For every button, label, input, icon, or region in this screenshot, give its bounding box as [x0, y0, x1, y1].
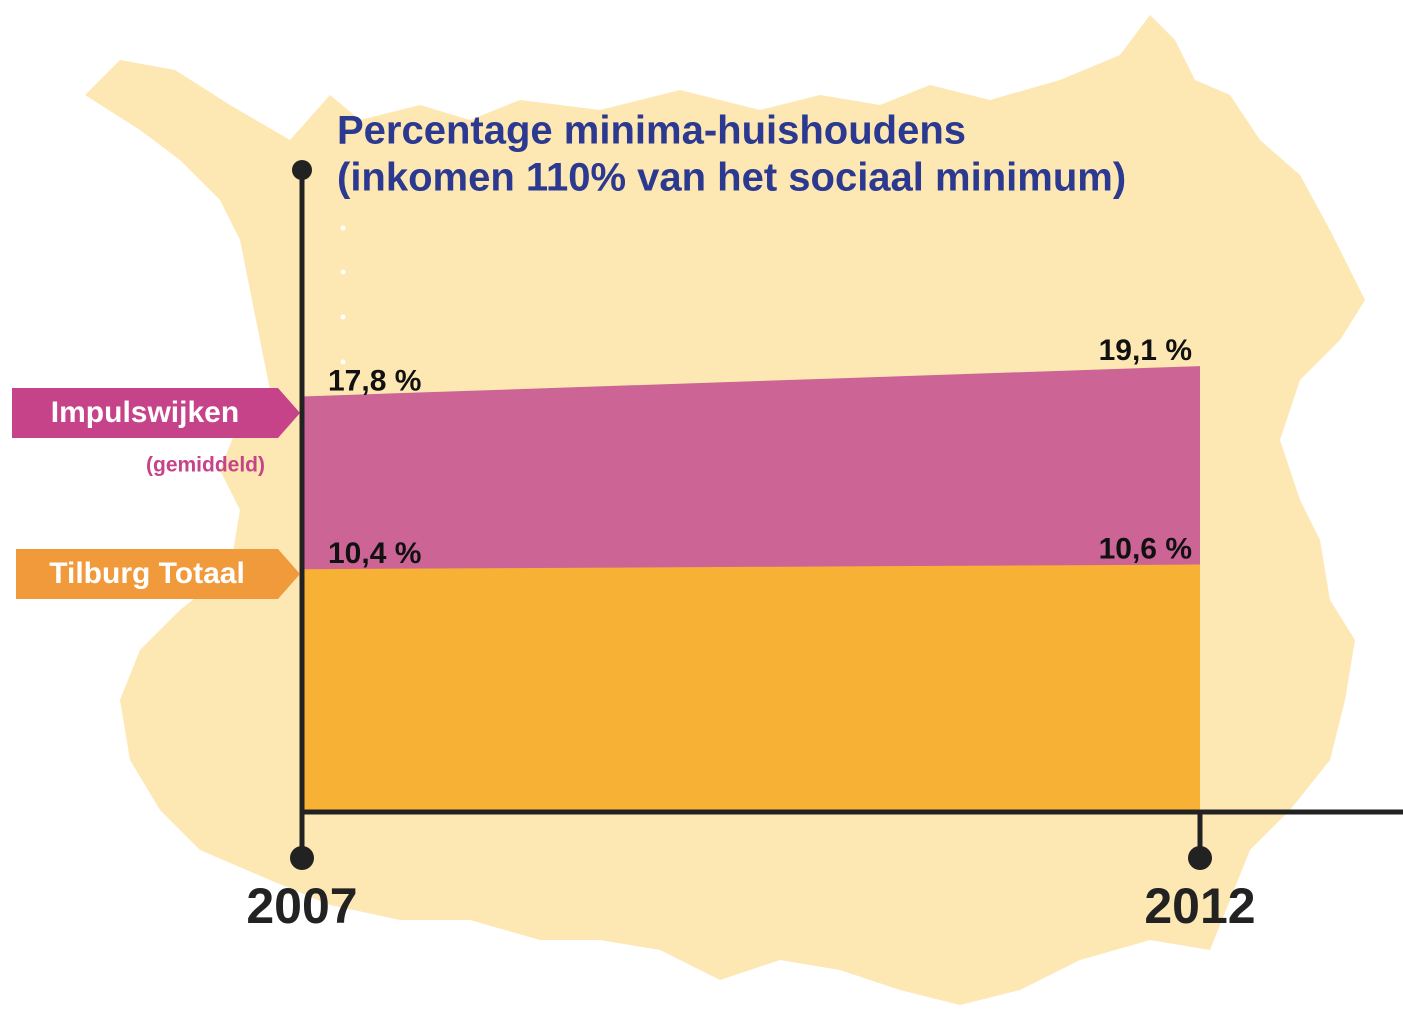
legend-note: (gemiddeld) — [146, 454, 265, 477]
data-label: 10,6 % — [1099, 532, 1192, 565]
dots — [340, 225, 346, 365]
axis-dot — [292, 160, 312, 180]
area — [302, 564, 1200, 812]
data-label: 10,4 % — [328, 537, 421, 570]
legend-label: Tilburg Totaal — [49, 557, 245, 590]
x-tick-label: 2012 — [1144, 878, 1255, 934]
data-label: 17,8 % — [328, 364, 421, 397]
data-label: 19,1 % — [1099, 334, 1192, 367]
x-tick-label: 2007 — [246, 878, 357, 934]
chart-title: (inkomen 110% van het sociaal minimum) — [337, 156, 1126, 200]
axis-dot — [290, 846, 314, 870]
chart-title: Percentage minima-huishoudens — [337, 109, 966, 153]
legend-label: Impulswijken — [51, 396, 239, 429]
legend-tag — [12, 388, 300, 438]
legend-tag — [16, 549, 300, 599]
axis-dot — [1188, 846, 1212, 870]
